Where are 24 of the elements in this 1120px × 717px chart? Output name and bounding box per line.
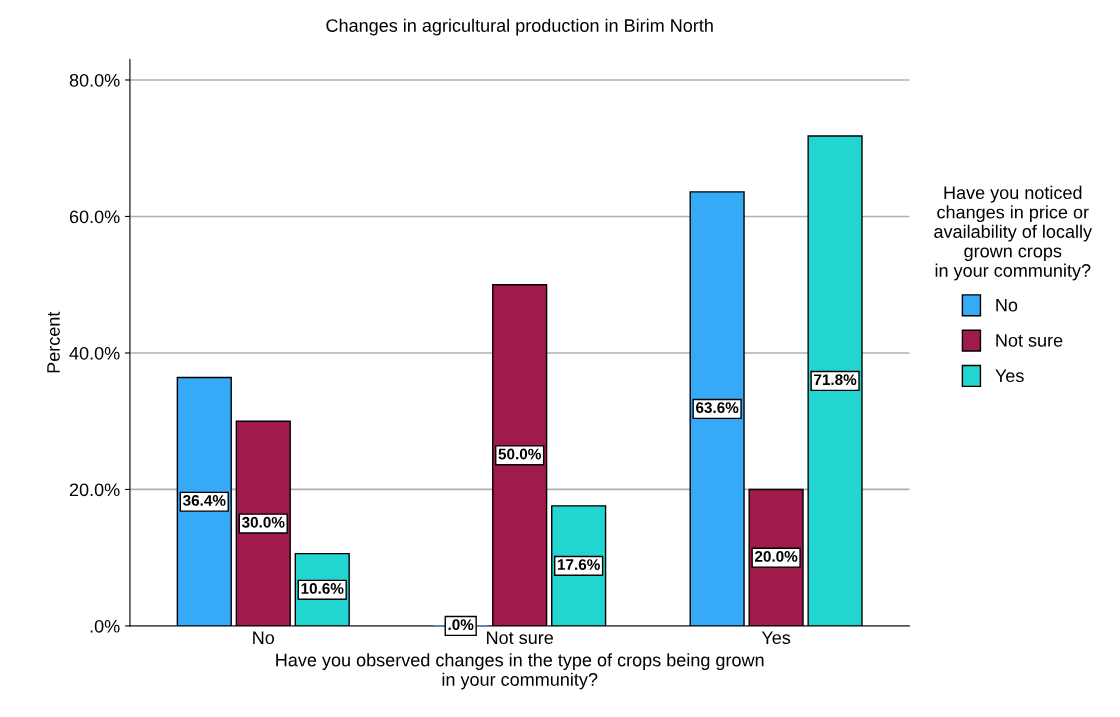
legend-label: Not sure — [996, 334, 1063, 347]
data-label: 10.6% — [301, 583, 344, 594]
data-label: 71.8% — [814, 374, 857, 386]
y-tick-label: 20.0% — [69, 483, 120, 497]
x-tick-label: No — [253, 631, 275, 645]
x-tick-label: Not sure — [487, 631, 553, 645]
legend-label: Yes — [995, 369, 1024, 383]
data-label: 17.6% — [557, 559, 600, 570]
y-tick-label: 80.0% — [69, 73, 120, 87]
data-label: 50.0% — [498, 448, 541, 460]
y-tick-label: 60.0% — [69, 210, 120, 224]
y-tick-label: .0% — [90, 619, 120, 633]
chart-title: Changes in agricultural production in Birim North — [326, 18, 713, 36]
legend-title: Have you noticed changes in price or availability of locally grown crops in your community? — [934, 185, 1093, 281]
data-label: 30.0% — [241, 516, 285, 528]
legend-label: No — [996, 298, 1018, 312]
x-axis-title: Have you observed changes in the type of crops being grown in your community? — [276, 653, 764, 690]
data-label: .0% — [448, 619, 474, 631]
y-tick-label: 40.0% — [69, 346, 120, 360]
y-axis-title: Percent — [47, 311, 60, 373]
x-tick-label: Yes — [761, 631, 791, 645]
data-label: 20.0% — [754, 550, 798, 562]
data-label: 63.6% — [696, 402, 739, 414]
data-label: 36.4% — [182, 495, 226, 506]
